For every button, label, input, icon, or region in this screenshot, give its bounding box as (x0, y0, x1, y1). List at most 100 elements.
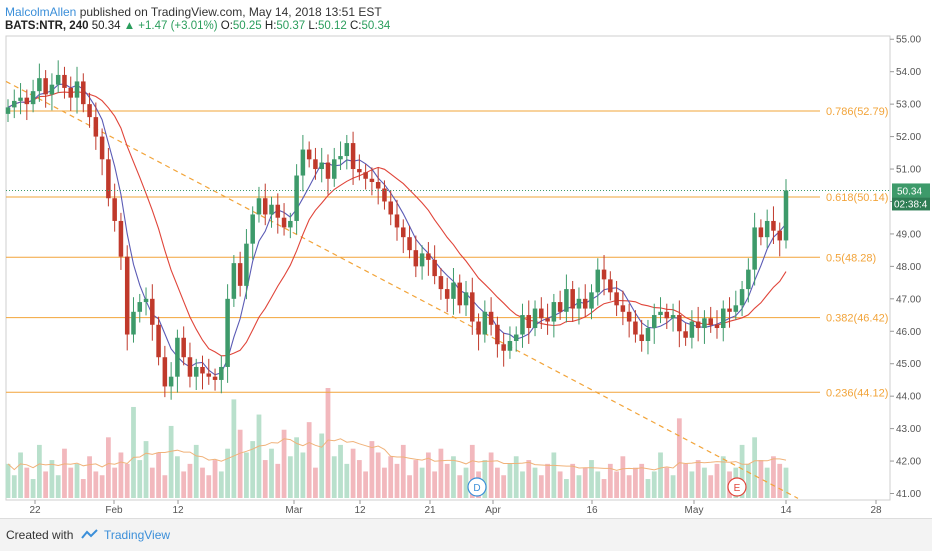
candle-body (595, 269, 601, 293)
candle-body (331, 159, 337, 179)
volume-bar (369, 441, 375, 498)
volume-bar (237, 429, 243, 498)
tradingview-brand[interactable]: TradingView (104, 528, 171, 542)
candle-body (124, 256, 130, 335)
candle-body (570, 289, 575, 309)
candle-body (601, 269, 607, 280)
x-tick-label: 22 (29, 505, 41, 516)
volume-bar (501, 475, 507, 498)
candle-body (187, 357, 193, 377)
volume-bar (532, 467, 538, 498)
volume-bar (294, 437, 299, 498)
volume-bar (545, 463, 550, 498)
open-label: O: (220, 20, 233, 32)
candle-body (250, 214, 255, 244)
candle-body (106, 159, 111, 199)
volume-bar (287, 456, 293, 498)
candle-body (651, 315, 657, 329)
y-tick-label: 54.00 (896, 67, 921, 78)
volume-bar (469, 444, 475, 498)
author-link[interactable]: MalcolmAllen (5, 5, 77, 19)
candle-body (137, 302, 143, 312)
candle-body (344, 143, 350, 157)
volume-bar (513, 456, 519, 498)
candle-body (620, 305, 626, 312)
candle-body (545, 318, 550, 322)
y-tick-label: 52.00 (896, 132, 921, 143)
low-value: 50.12 (317, 20, 347, 32)
volume-bar (18, 452, 23, 498)
volume-bar (250, 441, 256, 498)
candle-body (24, 97, 30, 105)
candle-body (300, 149, 306, 176)
candle-body (219, 366, 224, 380)
volume-bar (175, 456, 180, 498)
candle-body (513, 334, 519, 342)
volume-bar (538, 475, 544, 498)
candle-body (771, 220, 776, 231)
published-text: published on TradingView.com, May 14, 20… (79, 5, 382, 19)
price-chart[interactable]: 55.0054.0053.0052.0051.0050.0049.0048.00… (0, 0, 932, 518)
candle-body (5, 107, 11, 114)
volume-bar (5, 463, 11, 498)
x-tick-label: 12 (354, 505, 366, 516)
volume-bar (557, 471, 563, 498)
volume-bar (771, 456, 776, 498)
volume-bar (118, 452, 124, 498)
volume-bar (225, 448, 230, 498)
volume-bar (645, 479, 651, 498)
volume-bar (344, 463, 350, 498)
candle-body (526, 315, 532, 329)
candle-body (269, 204, 274, 215)
volume-bar (589, 460, 594, 498)
fib-level-label: 0.5(48.28) (826, 252, 876, 264)
candle-body (714, 324, 720, 329)
candle-body (746, 269, 751, 290)
candle-body (451, 282, 456, 299)
open-value: 50.25 (232, 20, 262, 32)
event-marker (467, 477, 487, 497)
y-tick-label: 53.00 (896, 100, 921, 111)
candle-body (758, 227, 764, 238)
volume-bar (262, 460, 268, 498)
candle-body (112, 198, 117, 221)
candle-body (49, 84, 55, 95)
volume-bar (438, 448, 444, 498)
candle-body (783, 190, 789, 241)
candle-body (689, 321, 695, 338)
volume-bar (639, 463, 645, 498)
volume-bar (112, 467, 118, 498)
candle-body (683, 331, 688, 338)
volume-bar (212, 460, 218, 498)
low-label: L: (308, 20, 318, 32)
volume-bar (388, 456, 394, 498)
volume-bar (419, 467, 425, 498)
volume-bar (338, 444, 343, 498)
y-tick-label: 46.00 (896, 327, 921, 338)
symbol-label[interactable]: BATS:NTR, 240 (5, 20, 89, 32)
volume-bar (658, 452, 663, 498)
candle-body (495, 324, 500, 345)
y-tick-label: 47.00 (896, 294, 921, 305)
volume-bar (601, 479, 607, 498)
volume-bar (520, 471, 525, 498)
candle-body (18, 97, 23, 101)
candle-body (777, 230, 782, 241)
volume-bar (131, 406, 136, 498)
candle-body (444, 289, 450, 299)
volume-bar (193, 444, 199, 498)
volume-bar (670, 475, 676, 498)
volume-bar (695, 460, 701, 498)
candle-body (639, 334, 644, 342)
candle-body (288, 220, 293, 228)
candle-body (256, 198, 262, 215)
candle-body (645, 328, 651, 342)
volume-bar (149, 467, 155, 498)
volume-bar (702, 467, 707, 498)
x-tick-label: Mar (285, 505, 303, 516)
candle-body (319, 162, 324, 170)
candle-body (30, 91, 36, 105)
volume-bar (551, 452, 557, 498)
volume-bar (582, 467, 588, 498)
candle-body (470, 292, 475, 322)
